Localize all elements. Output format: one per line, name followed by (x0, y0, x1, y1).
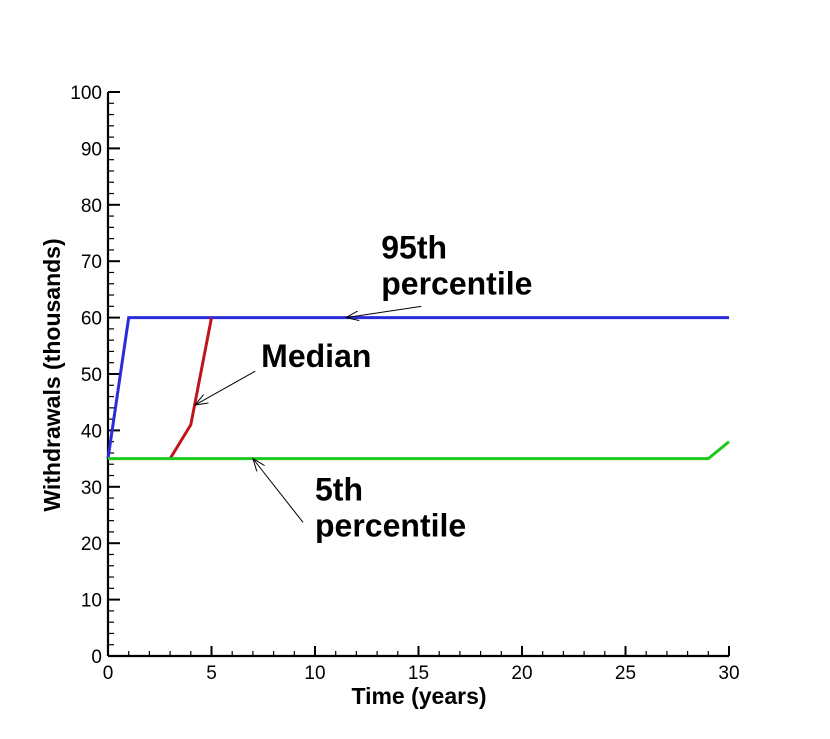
annotation-label-1: 95th percentile (381, 229, 532, 301)
y-tick-label: 90 (81, 139, 102, 160)
series-line-2 (168, 317, 213, 460)
y-tick-label: 0 (91, 647, 102, 668)
annotation-arrow-3 (253, 459, 304, 523)
x-axis-title: Time (years) (351, 683, 486, 709)
y-tick-label: 10 (81, 591, 102, 612)
series-line-3 (108, 440, 730, 461)
y-tick-label: 70 (81, 252, 102, 273)
axes: 0 5 10 15 20 25 30 0 10 20 30 40 50 60 70 80 90 100 (70, 83, 739, 684)
x-tick-label: 30 (718, 663, 739, 684)
y-tick-label: 60 (81, 309, 102, 330)
annotation-arrow-2 (195, 370, 256, 405)
y-tick-label: 50 (81, 365, 102, 386)
series-layer (106, 316, 730, 461)
annotation-layer: 95th percentile Median 5th percentile (195, 229, 532, 543)
y-tick-label: 40 (81, 421, 102, 442)
y-tick-label: 100 (70, 83, 102, 104)
y-tick-label: 80 (81, 196, 102, 217)
annotation-label-3: 5th percentile (315, 471, 466, 543)
series-line-1 (106, 316, 729, 459)
annotation-arrow-1 (346, 305, 422, 317)
y-tick-label: 20 (81, 534, 102, 555)
y-axis-title: Withdrawals (thousands) (39, 238, 65, 511)
y-tick-label: 30 (81, 478, 102, 499)
x-tick-label: 20 (511, 663, 532, 684)
x-tick-label: 10 (304, 663, 325, 684)
x-tick-label: 5 (206, 663, 217, 684)
x-tick-label: 15 (408, 663, 429, 684)
x-tick-label: 0 (103, 663, 114, 684)
annotation-label-2: Median (261, 338, 371, 374)
x-tick-label: 25 (615, 663, 636, 684)
